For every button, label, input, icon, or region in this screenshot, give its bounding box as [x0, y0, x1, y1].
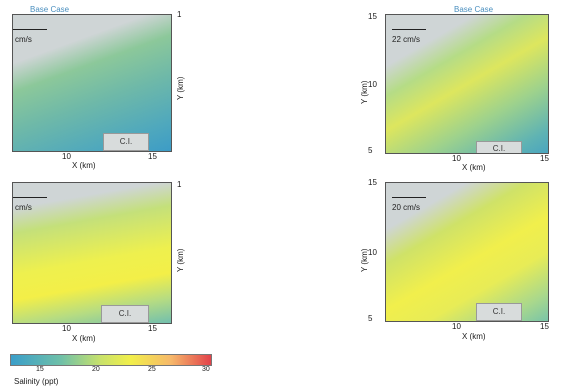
speed-scale-arrow	[13, 197, 47, 198]
colorbar-tick-15: 15	[36, 366, 44, 373]
colorbar-tick-20: 20	[92, 366, 100, 373]
panel-top-right-title: Base Case	[454, 5, 494, 14]
speed-scale-label: cm/s	[15, 35, 32, 44]
panel-top-right: 22 cm/s C.I.	[385, 14, 549, 154]
y-axis-label: Y (km)	[360, 80, 369, 104]
speed-scale-arrow	[392, 197, 426, 198]
panel-bottom-right: 20 cm/s C.I.	[385, 182, 549, 322]
salinity-colorbar	[10, 354, 212, 366]
ci-box: C.I.	[103, 133, 149, 151]
x-axis-label: X (km)	[72, 334, 96, 343]
speed-scale-arrow	[13, 29, 47, 30]
panel-bottom-left: cm/s C.I.	[12, 182, 172, 324]
y-axis-label: Y (km)	[176, 76, 185, 100]
speed-scale-label: 22 cm/s	[392, 35, 421, 44]
x-axis-label: X (km)	[462, 332, 486, 341]
x-tick-15: 15	[540, 154, 549, 163]
y-tick-10: 10	[368, 80, 377, 89]
colorbar-tick-30: 30	[202, 366, 210, 373]
x-tick-15: 15	[540, 322, 549, 331]
speed-scale-label: cm/s	[15, 203, 32, 212]
panel-top-left: cm/s C.I.	[12, 14, 172, 152]
y-tick-15: 15	[368, 178, 377, 187]
x-tick-10: 10	[452, 322, 461, 331]
y-tick-5: 5	[368, 314, 373, 323]
speed-scale-arrow	[392, 29, 426, 30]
x-tick-10: 10	[62, 152, 71, 161]
y-tick-top: 1	[177, 10, 182, 19]
x-axis-label: X (km)	[72, 161, 96, 170]
colorbar-tick-25: 25	[148, 366, 156, 373]
x-axis-label: X (km)	[462, 163, 486, 172]
y-axis-label: Y (km)	[176, 248, 185, 272]
y-tick-15: 15	[368, 12, 377, 21]
speed-scale-label: 20 cm/s	[392, 203, 421, 212]
y-tick-5: 5	[368, 146, 373, 155]
y-axis-label: Y (km)	[360, 248, 369, 272]
panel-top-left-title: Base Case	[30, 5, 70, 14]
ci-box: C.I.	[476, 141, 522, 153]
y-tick-top: 1	[177, 180, 182, 189]
y-tick-10: 10	[368, 248, 377, 257]
x-tick-10: 10	[452, 154, 461, 163]
ci-box: C.I.	[476, 303, 522, 321]
colorbar-label: Salinity (ppt)	[14, 377, 59, 386]
x-tick-10: 10	[62, 324, 71, 333]
x-tick-15: 15	[148, 152, 157, 161]
ci-box: C.I.	[101, 305, 149, 323]
x-tick-15: 15	[148, 324, 157, 333]
